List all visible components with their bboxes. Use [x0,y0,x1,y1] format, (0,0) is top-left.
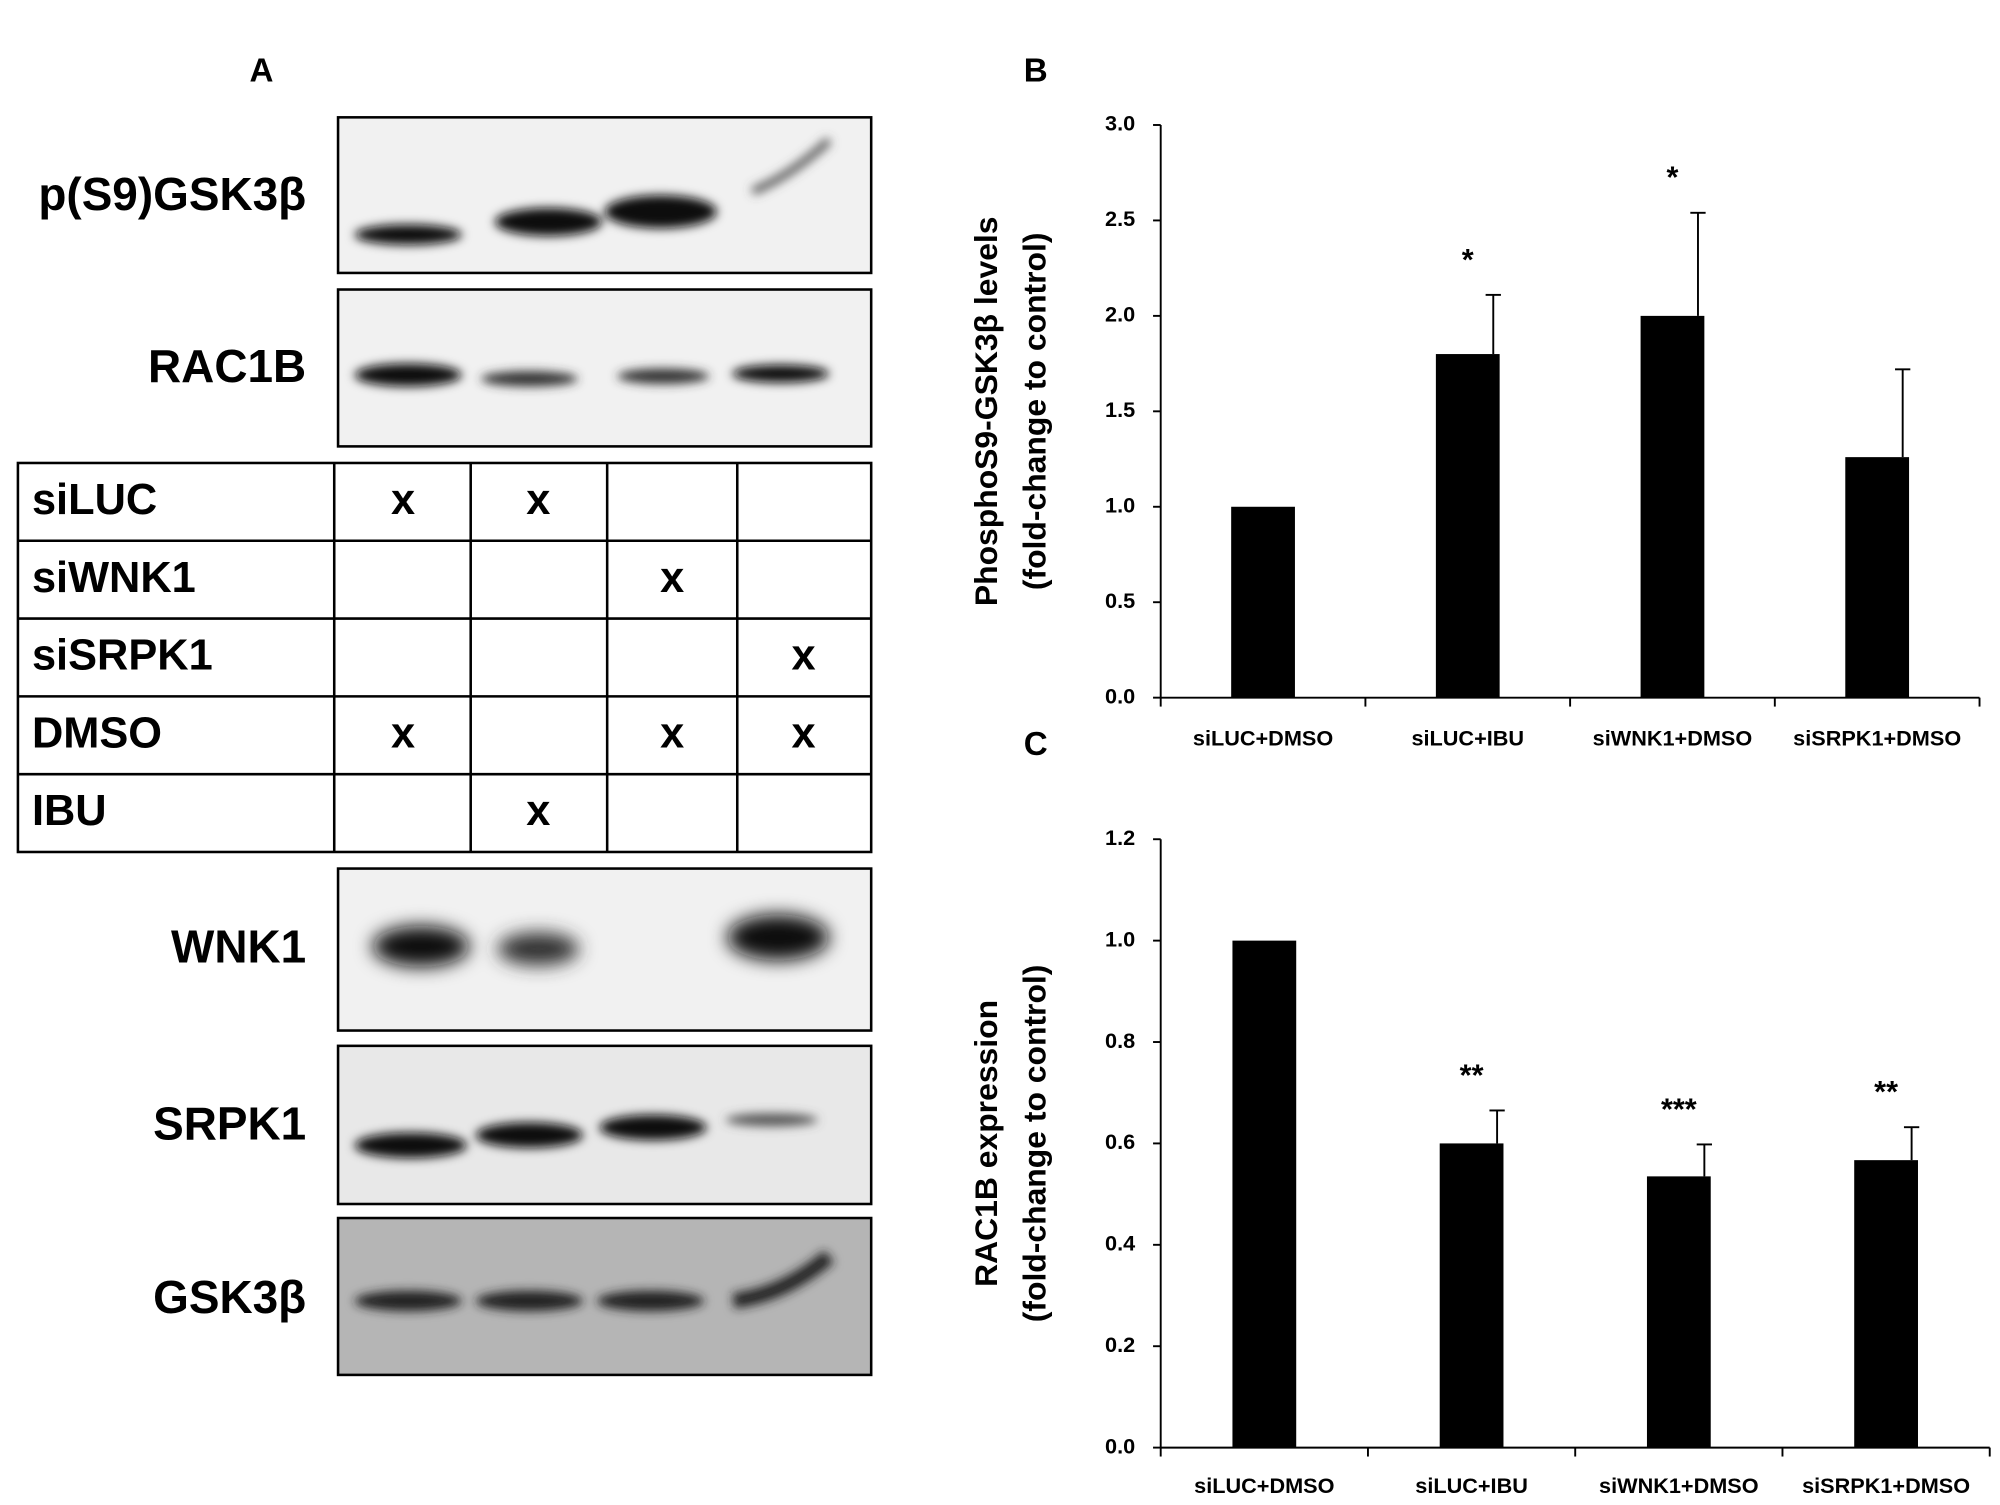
cell-mark: x [526,787,550,835]
x-tick-label: siLUC+IBU [1411,725,1524,750]
x-tick-label: siWNK1+DMSO [1593,725,1753,750]
y-tick-label: 0.8 [1105,1028,1135,1053]
cell-mark: x [391,709,415,757]
row-label: siSRPK1 [32,632,213,680]
cell-mark: x [660,709,684,757]
blot-label: RAC1B [148,340,306,392]
condition-table [16,461,873,854]
bands [354,1113,818,1159]
y-tick-label: 3.0 [1105,111,1135,136]
significance: *** [1661,1092,1697,1126]
y-tick-label: 1.0 [1105,926,1135,951]
significance: ** [1874,1075,1898,1109]
bar [1231,506,1295,698]
bands [354,137,832,245]
y-axis-title: PhosphoS9-GSK3β levels [968,216,1004,606]
panel-label: B [1024,52,1048,89]
bands [354,1250,835,1312]
panel-label: C [1024,726,1048,763]
blot-label: WNK1 [171,920,306,972]
x-tick-label: siLUC+DMSO [1194,1473,1334,1498]
bar [1640,315,1705,698]
y-tick-label: 0.5 [1105,588,1135,613]
y-tick-label: 2.5 [1105,206,1135,231]
y-tick-label: 2.0 [1105,302,1135,327]
x-tick-label: siSRPK1+DMSO [1802,1473,1970,1498]
x-tick-label: siLUC+DMSO [1193,725,1333,750]
cell-mark: x [792,709,816,757]
y-axis-title: (fold-change to control) [1016,232,1052,590]
cell-mark: x [660,554,684,602]
panel-label: A [250,52,274,89]
bar [1854,1160,1918,1448]
y-tick-label: 0.4 [1105,1231,1135,1256]
y-tick-label: 0.0 [1105,683,1135,708]
x-tick-label: siWNK1+DMSO [1599,1473,1759,1498]
y-axis-title: RAC1B expression [968,1000,1004,1287]
significance: * [1462,243,1474,277]
x-tick-label: siSRPK1+DMSO [1793,725,1961,750]
bands [354,363,830,387]
significance: * [1667,161,1679,195]
y-tick-label: 1.0 [1105,493,1135,518]
bar [1646,1176,1711,1448]
cell-mark: x [526,476,550,524]
bands [372,914,830,967]
row-label: IBU [32,787,107,835]
blot-label: SRPK1 [153,1098,306,1150]
y-tick-label: 0.0 [1105,1433,1135,1458]
y-axis-title: (fold-change to control) [1016,965,1052,1323]
y-tick-label: 1.5 [1105,397,1135,422]
bar [1435,354,1500,698]
y-tick-label: 0.2 [1105,1332,1135,1357]
blot-label: p(S9)GSK3β [38,168,306,220]
y-tick-label: 1.2 [1105,825,1135,850]
bar [1232,940,1297,1448]
bar [1845,457,1910,698]
row-label: DMSO [32,709,162,757]
cell-mark: x [792,632,816,680]
y-tick-label: 0.6 [1105,1129,1135,1154]
x-tick-label: siLUC+IBU [1415,1473,1528,1498]
row-label: siLUC [32,476,157,524]
blot-label: GSK3β [153,1271,306,1323]
bar [1439,1143,1504,1448]
blot [336,116,873,275]
cell-mark: x [391,476,415,524]
row-label: siWNK1 [32,554,196,602]
significance: ** [1460,1058,1484,1092]
